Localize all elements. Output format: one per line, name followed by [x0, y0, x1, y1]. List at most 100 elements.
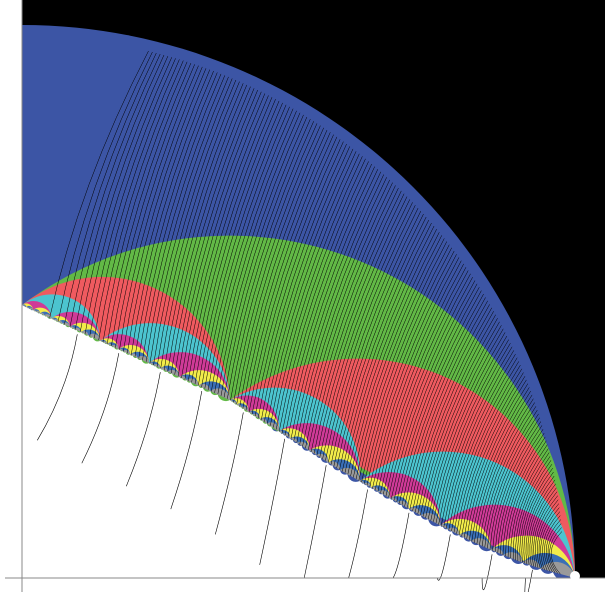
curve — [458, 372, 524, 535]
curve — [388, 276, 473, 498]
curve — [296, 177, 387, 443]
curve — [145, 76, 229, 362]
curve — [223, 118, 311, 398]
curve — [207, 108, 294, 391]
curve — [542, 511, 561, 571]
curve — [254, 141, 344, 417]
curve — [350, 232, 440, 477]
curve — [264, 148, 354, 422]
curve — [344, 225, 435, 473]
curve — [293, 174, 385, 441]
curve — [385, 273, 471, 496]
curve — [251, 139, 341, 415]
curve — [227, 121, 314, 399]
curve — [290, 171, 382, 439]
curve — [163, 84, 248, 370]
curve — [126, 372, 161, 487]
curve — [325, 205, 416, 461]
curve — [474, 394, 533, 543]
curve — [463, 379, 527, 538]
curve — [396, 287, 480, 502]
curve — [527, 479, 556, 565]
curve — [417, 314, 496, 514]
curve — [284, 166, 375, 436]
curve — [275, 158, 366, 430]
curve — [170, 88, 255, 374]
curve — [310, 190, 402, 452]
curve — [156, 81, 240, 367]
curve — [174, 89, 258, 375]
curve — [188, 97, 273, 381]
curve — [391, 280, 476, 499]
curve — [364, 247, 452, 484]
curve — [446, 353, 516, 529]
curve — [481, 406, 537, 547]
curve — [303, 465, 327, 579]
curve — [512, 452, 550, 560]
curve — [239, 129, 328, 407]
curve — [471, 390, 531, 542]
curve — [123, 68, 207, 352]
curve — [531, 487, 557, 567]
curve — [537, 499, 559, 569]
curve — [215, 412, 244, 535]
curve — [353, 235, 443, 478]
curve — [245, 134, 334, 411]
curve — [440, 346, 513, 526]
curve — [194, 100, 280, 385]
curve — [319, 199, 411, 458]
curve — [535, 495, 558, 568]
curve — [435, 339, 509, 524]
curve — [523, 471, 554, 564]
curve — [333, 213, 424, 467]
curve — [313, 193, 405, 454]
curve — [366, 250, 455, 486]
curve — [75, 54, 165, 330]
curve — [278, 161, 369, 432]
corner-dot — [570, 571, 580, 581]
curve — [106, 62, 192, 344]
curve — [211, 110, 297, 392]
curve — [414, 311, 494, 513]
curve — [153, 79, 237, 366]
curve — [259, 438, 285, 565]
curve — [484, 409, 538, 548]
curve — [409, 304, 490, 510]
curve — [191, 98, 276, 383]
curve — [438, 343, 511, 525]
curve — [422, 321, 500, 517]
curve — [448, 357, 518, 530]
curve — [214, 112, 301, 393]
curve — [204, 106, 290, 389]
curve — [374, 260, 462, 490]
curve — [479, 402, 535, 545]
curve — [544, 515, 561, 572]
white-region — [0, 305, 605, 592]
curve — [517, 460, 552, 562]
curve — [217, 114, 304, 395]
curve — [81, 353, 120, 464]
curve — [355, 238, 445, 480]
curve — [149, 78, 233, 364]
curve — [348, 489, 368, 579]
curves — [37, 50, 563, 592]
curve — [287, 169, 379, 437]
curve — [115, 65, 199, 348]
curve — [37, 334, 78, 441]
curve — [328, 207, 419, 463]
curve — [273, 156, 363, 428]
curve — [270, 153, 360, 426]
curve — [469, 387, 530, 541]
curve — [170, 391, 203, 510]
curve — [49, 50, 149, 318]
curve — [393, 283, 478, 501]
curve — [80, 55, 169, 332]
curve — [308, 187, 399, 450]
curve — [412, 307, 493, 511]
curve — [248, 136, 338, 413]
curve — [525, 475, 555, 565]
curve — [377, 263, 464, 492]
curve — [451, 361, 520, 532]
curve — [540, 507, 560, 570]
